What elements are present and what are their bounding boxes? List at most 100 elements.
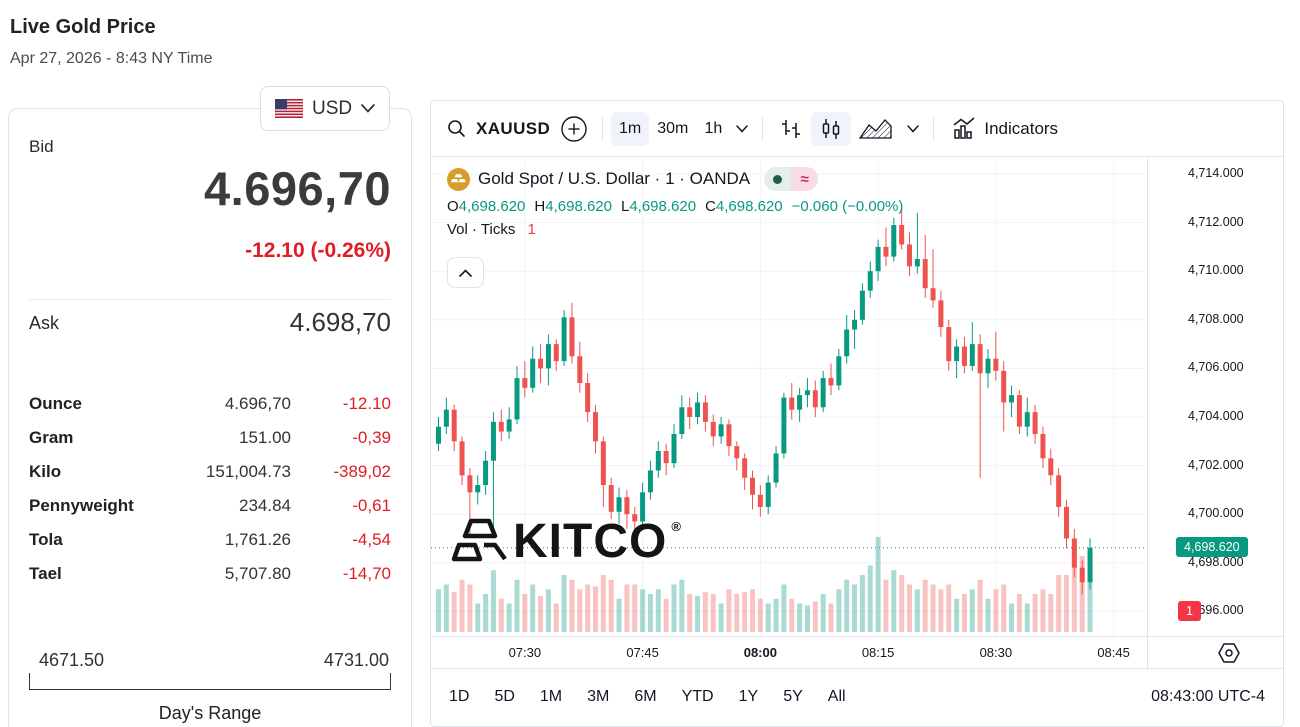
candlestick-chart[interactable] bbox=[431, 157, 1147, 636]
interval-button-1m[interactable]: 1m bbox=[611, 111, 650, 146]
metal-value: 1,761.26 bbox=[224, 530, 291, 549]
page-subtitle-date: Apr 27, 2026 - 8:43 NY Time bbox=[10, 50, 213, 67]
indicators-button[interactable]: Indicators bbox=[942, 112, 1066, 146]
price-axis-label: 4,696.000 bbox=[1188, 603, 1244, 618]
bid-change: -12.10 (-0.26%) bbox=[245, 239, 391, 262]
ask-label: Ask bbox=[29, 313, 60, 333]
volume-count-badge: 1 bbox=[1178, 601, 1201, 622]
chart-clock[interactable]: 08:43:00 UTC-4 bbox=[1151, 688, 1265, 705]
search-icon[interactable] bbox=[447, 119, 466, 138]
metal-change: -14,70 bbox=[342, 564, 391, 583]
indicators-label: Indicators bbox=[984, 118, 1059, 138]
metal-value: 234.84 bbox=[239, 496, 291, 515]
registered-mark: ® bbox=[671, 519, 681, 534]
chart-style-candles-button[interactable] bbox=[811, 111, 852, 146]
metal-label: Tola bbox=[29, 530, 63, 549]
metal-change: -0,61 bbox=[352, 496, 391, 515]
time-axis-label: 08:15 bbox=[861, 645, 895, 660]
metal-row: Pennyweight 234.84 -0,61 bbox=[29, 489, 391, 523]
chart-style-area-button[interactable] bbox=[851, 112, 901, 146]
time-axis-label: 07:30 bbox=[508, 645, 542, 660]
chart-pane: Gold Spot / U.S. Dollar · 1 · OANDA ≈ O4… bbox=[431, 157, 1283, 636]
price-axis-label: 4,712.000 bbox=[1188, 214, 1244, 229]
currency-selector[interactable]: USD bbox=[260, 86, 390, 131]
volume-legend: Vol · Ticks 1 bbox=[447, 221, 903, 238]
page-title: Live Gold Price bbox=[10, 16, 156, 38]
metal-value: 5,707.80 bbox=[224, 564, 291, 583]
range-button-1d[interactable]: 1D bbox=[449, 688, 470, 705]
range-button-1m[interactable]: 1M bbox=[539, 688, 563, 705]
range-label: Day's Range bbox=[158, 703, 262, 723]
metal-label: Kilo bbox=[29, 462, 62, 481]
ohlc-values: O4,698.620 H4,698.620 L4,698.620 C4,698.620… bbox=[447, 198, 903, 215]
metal-value: 151.00 bbox=[239, 428, 291, 447]
interval-buttons: 1m 30m 1h bbox=[611, 111, 730, 146]
price-axis-label: 4,698.000 bbox=[1188, 554, 1244, 569]
time-axis-label: 07:45 bbox=[626, 645, 659, 660]
metal-value: 4.696,70 bbox=[224, 394, 291, 413]
metal-change: -0,39 bbox=[352, 428, 391, 447]
chevron-down-icon bbox=[907, 124, 920, 133]
chart-legend: Gold Spot / U.S. Dollar · 1 · OANDA ≈ O4… bbox=[447, 167, 903, 238]
metal-change: -389,02 bbox=[333, 462, 391, 481]
toolbar-separator bbox=[602, 116, 603, 141]
divider bbox=[29, 299, 391, 300]
price-axis-label: 4,702.000 bbox=[1188, 457, 1244, 472]
chart-settings-icon[interactable] bbox=[1217, 642, 1241, 664]
kitco-logo-icon bbox=[451, 518, 507, 562]
chart-panel: XAUUSD 1m 30m 1h bbox=[430, 100, 1284, 727]
last-price-badge: 4,698.620 bbox=[1176, 536, 1248, 557]
range-button-6m[interactable]: 6M bbox=[634, 688, 657, 705]
metal-row: Tael 5,707.80 -14,70 bbox=[29, 557, 391, 591]
chevron-down-icon bbox=[361, 104, 375, 113]
chart-style-menu-button[interactable] bbox=[901, 112, 925, 146]
market-status-pill[interactable]: ≈ bbox=[764, 167, 819, 191]
price-axis-label: 4,714.000 bbox=[1188, 166, 1244, 180]
ohlc-item: O4,698.620 bbox=[447, 198, 526, 215]
range-button-all[interactable]: All bbox=[827, 688, 846, 705]
market-open-dot-icon bbox=[764, 167, 792, 191]
metal-label: Pennyweight bbox=[29, 496, 134, 515]
compare-add-icon[interactable] bbox=[560, 115, 588, 143]
metal-change: -4,54 bbox=[352, 530, 391, 549]
time-axis-label: 08:45 bbox=[1097, 645, 1130, 660]
area-chart-icon bbox=[859, 118, 893, 139]
ask-price: 4.698,70 bbox=[289, 307, 391, 337]
metals-table: Ounce 4.696,70 -12.10 Gram 151.00 -0,39 Kilo 15… bbox=[29, 387, 391, 591]
metal-value: 151,004.73 bbox=[205, 462, 291, 481]
bars-chart-icon bbox=[782, 119, 801, 138]
toolbar-separator bbox=[933, 116, 935, 141]
metal-change: -12.10 bbox=[342, 394, 391, 413]
range-buttons: 1D 5D 1M 3M 6M YTD 1Y 5Y All bbox=[449, 688, 871, 706]
interval-menu-button[interactable] bbox=[730, 112, 754, 146]
chart-style-bars-button[interactable] bbox=[771, 112, 811, 146]
interval-button-30m[interactable]: 30m bbox=[657, 119, 689, 137]
legend-collapse-button[interactable] bbox=[447, 257, 484, 288]
symbol-search-input[interactable]: XAUUSD bbox=[476, 118, 551, 138]
interval-button-1h[interactable]: 1h bbox=[704, 119, 723, 137]
metal-label: Tael bbox=[29, 564, 62, 583]
price-axis[interactable]: 4,696.000 4,698.000 4,700.000 4,702.000 4,70… bbox=[1147, 157, 1283, 636]
bid-label: Bid bbox=[29, 137, 54, 156]
symbol-title[interactable]: Gold Spot / U.S. Dollar · 1 · OANDA bbox=[478, 169, 751, 188]
chart-toolbar: XAUUSD 1m 30m 1h bbox=[431, 101, 1283, 157]
ohlc-item: H4,698.620 bbox=[534, 198, 612, 215]
kitco-watermark: KITCO ® bbox=[451, 517, 681, 569]
range-button-1y[interactable]: 1Y bbox=[738, 688, 759, 705]
axis-corner-divider bbox=[1147, 637, 1148, 668]
ohlc-change: −0.060 (−0.00%) bbox=[791, 198, 904, 215]
indicators-icon bbox=[953, 116, 975, 139]
range-track bbox=[29, 673, 391, 690]
chevron-up-icon bbox=[459, 268, 472, 277]
kitco-watermark-text: KITCO bbox=[513, 515, 668, 568]
volume-value: 1 bbox=[527, 221, 536, 238]
time-axis[interactable]: 07:30 07:45 08:00 08:15 08:30 08:45 bbox=[431, 636, 1283, 668]
range-button-5d[interactable]: 5D bbox=[494, 688, 515, 705]
time-axis-label: 08:30 bbox=[979, 645, 1013, 660]
metal-row: Gram 151.00 -0,39 bbox=[29, 421, 391, 455]
range-button-ytd[interactable]: YTD bbox=[681, 688, 714, 705]
range-low-value: 4671.50 bbox=[39, 650, 105, 670]
price-axis-label: 4,708.000 bbox=[1188, 311, 1244, 326]
range-button-5y[interactable]: 5Y bbox=[783, 688, 803, 705]
range-button-3m[interactable]: 3M bbox=[587, 688, 610, 705]
